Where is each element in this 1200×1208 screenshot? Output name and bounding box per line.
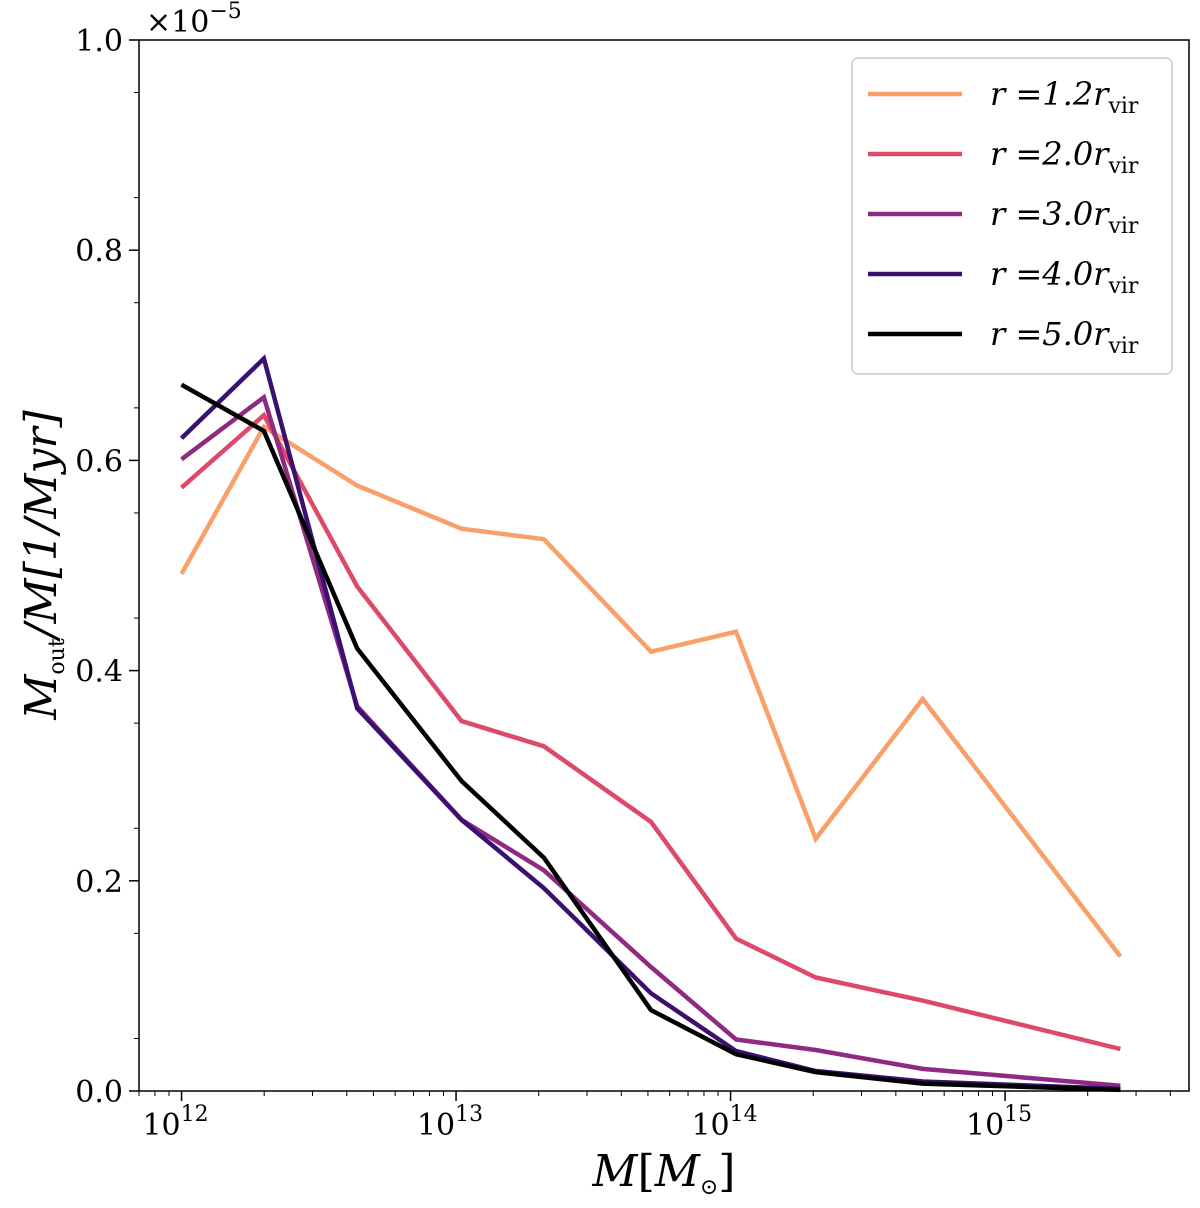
series-line-3 bbox=[180, 393, 1121, 1088]
plot-frame bbox=[138, 39, 1190, 1092]
legend: r =1.2rvir r =2.0rvir r =3.0rvir r =4.0rvir… bbox=[851, 57, 1173, 375]
x-axis-title-bracket-open: [ bbox=[638, 1146, 655, 1197]
y-axis-title-dot: ˙ bbox=[0, 605, 37, 627]
x-tick-label-3: 1015 bbox=[966, 1102, 1032, 1143]
x-tick-label-2: 1014 bbox=[691, 1102, 757, 1143]
legend-label-4: r =4.0rvir bbox=[990, 255, 1139, 299]
legend-box bbox=[851, 57, 1173, 375]
series-line-5 bbox=[180, 382, 1121, 1093]
y-axis-title-rest: /M[1/Myr] bbox=[16, 410, 67, 643]
legend-label-5: r =5.0rvir bbox=[990, 315, 1139, 359]
x-axis-title: M[M⊙] bbox=[592, 1146, 736, 1200]
y-tick-label-4: 0.8 bbox=[75, 234, 123, 269]
legend-label-1: r =1.2rvir bbox=[990, 75, 1139, 119]
y-offset-base: ×10 bbox=[146, 5, 209, 40]
y-tick-label-3: 0.6 bbox=[75, 444, 123, 479]
y-axis-title: Mout/M[1/Myr] bbox=[16, 410, 70, 721]
axes: 0.0 0.2 0.4 0.6 0.8 1.0 1012 1013 1014 1015 bbox=[75, 24, 1171, 1143]
x-axis-title-sub: ⊙ bbox=[700, 1175, 718, 1200]
y-offset-exponent: −5 bbox=[209, 0, 241, 24]
series-lines bbox=[179, 354, 1123, 1093]
y-axis-title-group: Mout/M[1/Myr] ˙ bbox=[0, 410, 70, 721]
x-tick-label-1: 1013 bbox=[417, 1102, 483, 1143]
y-tick-label-2: 0.4 bbox=[75, 655, 123, 690]
y-tick-label-0: 0.0 bbox=[75, 1075, 123, 1110]
legend-label-2: r =2.0rvir bbox=[990, 135, 1139, 179]
series-line-2 bbox=[180, 411, 1121, 1052]
x-axis-title-sub-main: M bbox=[654, 1146, 701, 1197]
legend-entries: r =1.2rvir r =2.0rvir r =3.0rvir r =4.0rvir… bbox=[868, 75, 1139, 359]
y-tick-label-5: 1.0 bbox=[75, 24, 123, 59]
y-axis-title-main: M bbox=[16, 674, 67, 721]
series-line-1 bbox=[179, 423, 1123, 958]
x-axis-title-main: M bbox=[592, 1146, 639, 1197]
x-axis-title-bracket-close: ] bbox=[718, 1146, 735, 1197]
x-tick-label-0: 1012 bbox=[142, 1102, 208, 1143]
y-axis-title-sub: out bbox=[45, 638, 70, 674]
legend-label-3: r =3.0rvir bbox=[990, 195, 1139, 239]
y-tick-label-1: 0.2 bbox=[75, 865, 123, 900]
y-offset-label: ×10−5 bbox=[146, 0, 242, 40]
